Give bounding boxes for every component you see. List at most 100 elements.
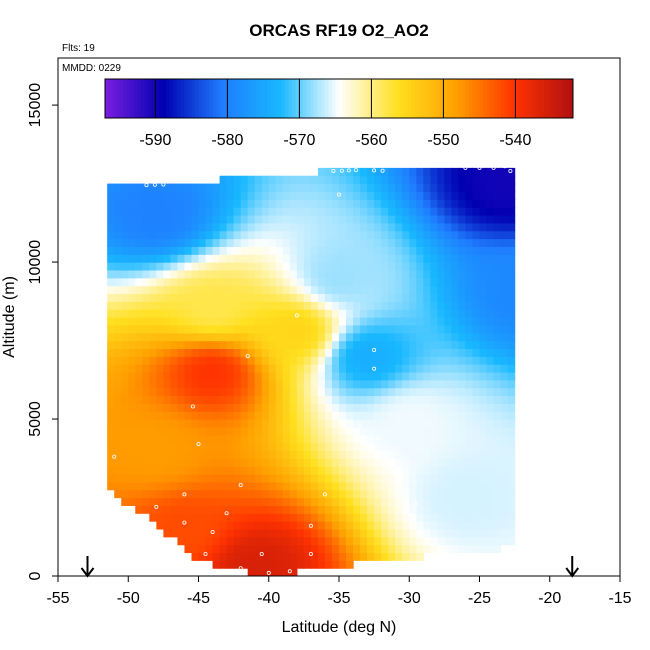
heatmap-cell	[409, 317, 417, 326]
heatmap-cell	[360, 317, 368, 326]
heatmap-cell	[254, 466, 263, 475]
heatmap-cell	[353, 175, 361, 185]
flight-point	[508, 168, 513, 173]
heatmap-cell	[423, 536, 431, 546]
heatmap-cell	[324, 411, 333, 420]
heatmap-cell	[142, 442, 150, 452]
heatmap-cell	[458, 199, 467, 208]
heatmap-cell	[303, 371, 312, 381]
heatmap-cell	[163, 419, 172, 428]
heatmap-cell	[493, 191, 502, 200]
heatmap-cell	[233, 419, 242, 428]
heatmap-cell	[191, 262, 200, 271]
heatmap-cell	[500, 246, 509, 255]
heatmap-cell	[121, 262, 129, 271]
heatmap-cell	[479, 175, 488, 185]
heatmap-cell	[289, 324, 298, 334]
heatmap-cell	[212, 191, 221, 200]
heatmap-cell	[472, 481, 481, 491]
flight-point	[287, 569, 292, 574]
heatmap-cell	[163, 317, 172, 326]
heatmap-cell	[353, 426, 361, 436]
heatmap-cell	[310, 395, 319, 404]
heatmap-cell	[163, 379, 172, 389]
heatmap-cell	[479, 466, 488, 475]
heatmap-cell	[275, 324, 284, 334]
heatmap-cell	[254, 395, 263, 404]
colorbar-swatch	[529, 79, 534, 118]
x-tick-label: -30	[398, 590, 421, 607]
heatmap-cell	[198, 528, 207, 538]
heatmap-cell	[430, 442, 438, 452]
heatmap-cell	[128, 356, 136, 365]
heatmap-cell	[367, 246, 375, 255]
heatmap-cell	[346, 513, 354, 522]
heatmap-cell	[226, 277, 235, 287]
heatmap-cell	[493, 513, 502, 522]
heatmap-cell	[324, 497, 333, 506]
heatmap-cell	[451, 238, 460, 247]
heatmap-cell	[402, 332, 410, 342]
heatmap-cell	[107, 403, 115, 412]
heatmap-cell	[346, 426, 354, 436]
heatmap-cell	[458, 528, 467, 538]
heatmap-cell	[430, 450, 438, 459]
heatmap-cell	[402, 301, 410, 310]
heatmap-cell	[486, 238, 495, 247]
heatmap-cell	[177, 269, 186, 279]
heatmap-cell	[177, 317, 186, 326]
heatmap-cell	[423, 246, 431, 255]
heatmap-cell	[268, 442, 277, 452]
heatmap-cell	[409, 395, 417, 404]
heatmap-cell	[416, 214, 424, 224]
heatmap-cell	[409, 356, 417, 365]
heatmap-cell	[226, 285, 235, 295]
heatmap-cell	[275, 387, 284, 397]
heatmap-cell	[339, 473, 347, 483]
colorbar-swatch	[468, 79, 473, 118]
heatmap-cell	[430, 403, 438, 412]
heatmap-cell	[353, 340, 361, 349]
heatmap-cell	[395, 419, 403, 428]
heatmap-cell	[402, 505, 410, 514]
heatmap-cell	[191, 277, 200, 287]
heatmap-cell	[303, 332, 312, 342]
heatmap-cell	[198, 207, 207, 216]
heatmap-cell	[437, 458, 445, 467]
heatmap-cell	[142, 262, 150, 271]
heatmap-cell	[395, 309, 403, 318]
heatmap-cell	[219, 379, 228, 389]
heatmap-cell	[367, 254, 375, 263]
heatmap-cell	[170, 356, 179, 365]
heatmap-cell	[331, 497, 340, 506]
heatmap-cell	[346, 199, 354, 208]
heatmap-cell	[177, 230, 186, 240]
colorbar-swatch	[522, 79, 527, 118]
heatmap-cell	[226, 387, 235, 397]
heatmap-cell	[296, 309, 305, 318]
heatmap-cell	[479, 473, 488, 483]
heatmap-cell	[156, 434, 164, 444]
heatmap-cell	[430, 371, 438, 381]
heatmap-cell	[247, 199, 256, 208]
heatmap-cell	[507, 293, 516, 302]
heatmap-cell	[240, 309, 249, 318]
heatmap-cell	[247, 348, 256, 357]
heatmap-cell	[163, 340, 172, 349]
heatmap-cell	[184, 395, 193, 404]
heatmap-cell	[303, 536, 312, 546]
heatmap-cell	[500, 489, 509, 499]
heatmap-cell	[233, 356, 242, 365]
heatmap-cell	[205, 269, 214, 279]
heatmap-cell	[289, 246, 298, 255]
heatmap-cell	[507, 356, 516, 365]
heatmap-cell	[212, 419, 221, 428]
heatmap-cell	[121, 403, 129, 412]
heatmap-cell	[233, 426, 242, 436]
heatmap-cell	[212, 403, 221, 412]
heatmap-cell	[479, 403, 488, 412]
heatmap-cell	[395, 481, 403, 491]
colorbar-swatch	[202, 79, 207, 118]
heatmap-cell	[261, 458, 270, 467]
heatmap-cell	[240, 466, 249, 475]
